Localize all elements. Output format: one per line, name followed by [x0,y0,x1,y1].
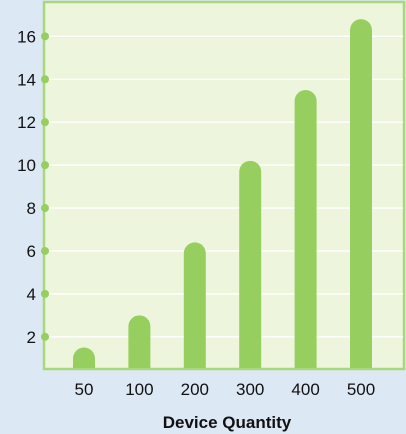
bar-400 [294,89,317,369]
y-tick-dot [41,246,49,255]
bar-300 [239,160,262,368]
y-tick-label: 16 [17,27,36,46]
bar-50 [73,347,95,368]
y-tick-dot [41,75,49,84]
x-tick-label: 50 [75,380,94,399]
bars [73,19,372,369]
y-tick-label: 6 [27,242,36,261]
y-tick-label: 14 [17,70,36,89]
x-axis-title: Device Quantity [163,413,292,432]
y-tick-dot [41,332,49,341]
y-tick-dot [41,161,49,170]
y-tick-dot [41,289,49,298]
bar-200 [183,242,206,368]
y-tick-dot [41,32,49,41]
x-tick-label: 100 [125,380,153,399]
bar-100 [128,315,151,368]
y-tick-dot [41,204,49,213]
y-tick-dot [41,118,49,127]
x-tick-label: 300 [236,380,264,399]
x-tick-label: 500 [347,380,375,399]
y-tick-label: 8 [27,199,36,218]
y-tick-label: 10 [17,156,36,175]
x-tick-label: 400 [291,380,319,399]
plot-area [42,0,406,371]
x-axis: 50 100 200 300 400 500 [75,380,376,399]
y-tick-label: 12 [17,113,36,132]
bar-500 [350,19,372,369]
y-axis: 2 4 6 8 10 12 14 16 [17,27,49,347]
y-tick-label: 4 [27,285,36,304]
gridlines [45,35,403,338]
x-tick-label: 200 [181,380,209,399]
y-tick-label: 2 [27,328,36,347]
